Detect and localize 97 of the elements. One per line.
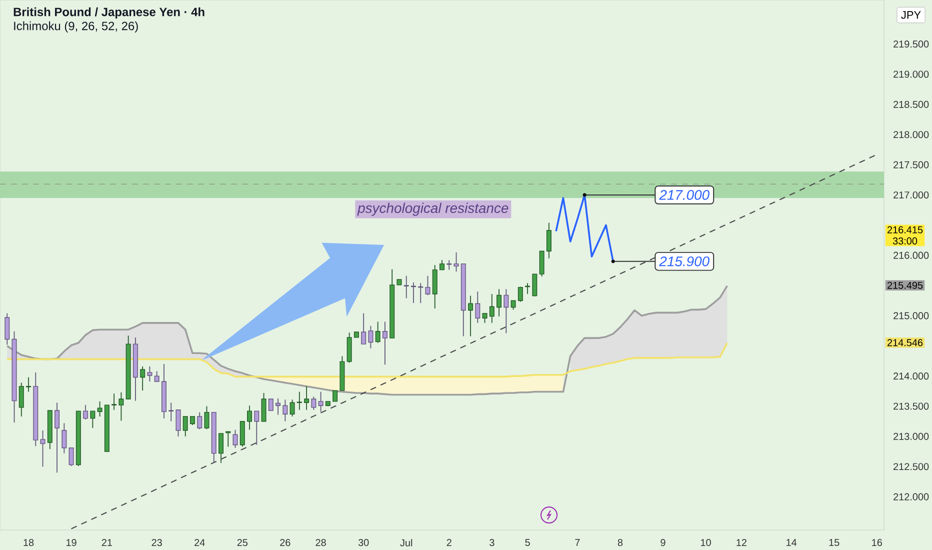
data-label: 217.000 <box>659 190 710 200</box>
candlestick <box>510 300 516 310</box>
candlestick <box>182 416 188 437</box>
candlestick <box>54 402 60 474</box>
candlestick <box>296 391 302 410</box>
y-tick-label: 219.000 <box>894 70 929 78</box>
y-tick-label: 218.000 <box>894 131 929 138</box>
candlestick <box>539 250 544 277</box>
candlestick <box>332 390 338 402</box>
y-tick-label: 212.000 <box>894 493 929 500</box>
candlestick <box>118 392 124 422</box>
y-tick-label: 218.500 <box>894 100 929 108</box>
candlestick <box>489 294 494 324</box>
candlestick <box>375 321 380 344</box>
candlestick <box>261 392 266 422</box>
candlestick <box>290 399 295 417</box>
y-tick-label: 216.000 <box>894 252 929 259</box>
y-tick-label: 219.500 <box>894 40 929 48</box>
x-tick-label: 24 <box>194 539 205 546</box>
text: Ichimoku (9, 26, 52, 26) <box>14 21 138 33</box>
candlestick <box>68 447 74 466</box>
x-tick-label: 19 <box>66 539 76 546</box>
candlestick <box>40 430 46 468</box>
x-tick-label: 8 <box>618 539 623 546</box>
candlestick <box>62 422 67 454</box>
candlestick <box>532 274 538 297</box>
y-tick-label: 213.500 <box>894 402 929 410</box>
x-tick-label: 15 <box>829 539 840 546</box>
candlestick <box>4 312 10 346</box>
x-tick-label: 12 <box>736 539 746 546</box>
y-tick-label: 214.000 <box>894 372 929 380</box>
candlestick <box>282 399 288 422</box>
candlestick <box>504 288 509 334</box>
candlestick <box>518 286 523 302</box>
candlestick <box>425 275 430 296</box>
candlestick <box>112 393 117 410</box>
x-tick-label: 14 <box>786 539 797 546</box>
text: 216.415 <box>888 226 923 234</box>
candlestick <box>276 398 281 416</box>
y-tick-label: 217.000 <box>894 191 929 198</box>
candlestick <box>90 410 96 428</box>
x-tick-label: 16 <box>872 539 882 546</box>
candlestick <box>97 400 102 417</box>
candlestick <box>304 386 310 410</box>
candlestick <box>140 366 146 392</box>
candlestick <box>247 405 252 430</box>
band-label: psychological resistance <box>357 202 508 216</box>
candlestick <box>468 295 474 337</box>
x-tick-label: 2 <box>446 539 452 546</box>
x-tick-label: Jul <box>400 539 412 546</box>
x-tick-label: 9 <box>660 539 666 546</box>
candlestick <box>218 432 224 464</box>
candlestick <box>318 391 324 412</box>
text: 214.546 <box>888 339 923 346</box>
candlestick <box>368 326 374 349</box>
text: 215.495 <box>888 282 923 289</box>
x-tick-label: 21 <box>102 539 112 546</box>
x-tick-label: 25 <box>237 539 248 546</box>
candlestick <box>382 321 388 366</box>
candlestick <box>26 376 32 392</box>
candlestick <box>482 312 488 324</box>
x-tick-label: 30 <box>358 539 369 546</box>
candlestick <box>83 404 88 420</box>
candlestick <box>197 412 202 430</box>
candlestick <box>546 222 552 259</box>
candlestick <box>361 312 366 345</box>
x-tick-label: 5 <box>525 539 530 546</box>
x-tick-label: 10 <box>700 539 711 546</box>
candlestick <box>440 260 444 270</box>
x-tick-label: 18 <box>24 539 34 546</box>
text: JPY <box>901 11 921 19</box>
candlestick <box>168 402 174 422</box>
candlestick <box>176 409 181 437</box>
text: British Pound / Japanese Yen · 4h <box>14 7 204 19</box>
candlestick <box>154 370 160 382</box>
y-tick-label: 213.000 <box>894 432 929 440</box>
x-tick-label: 7 <box>575 539 580 546</box>
text: 33:00 <box>892 237 918 244</box>
y-tick-label: 217.500 <box>894 161 929 168</box>
candlestick <box>254 410 260 446</box>
data-label: 215.900 <box>659 256 710 266</box>
candlestick <box>18 382 24 417</box>
x-tick-label: 28 <box>316 539 326 546</box>
x-tick-label: 23 <box>152 539 162 546</box>
candlestick <box>475 291 480 324</box>
candlestick <box>496 288 502 317</box>
x-tick-label: 3 <box>490 539 494 546</box>
candlestick <box>240 420 245 448</box>
candlestick <box>454 252 459 272</box>
candlestick <box>404 275 409 299</box>
candlestick <box>204 406 210 430</box>
x-tick-label: 26 <box>280 539 290 546</box>
candlestick <box>147 366 152 382</box>
y-tick-label: 212.500 <box>894 463 929 470</box>
y-tick-label: 215.000 <box>894 312 929 320</box>
candlestick <box>311 396 316 410</box>
candlestick <box>268 398 274 411</box>
